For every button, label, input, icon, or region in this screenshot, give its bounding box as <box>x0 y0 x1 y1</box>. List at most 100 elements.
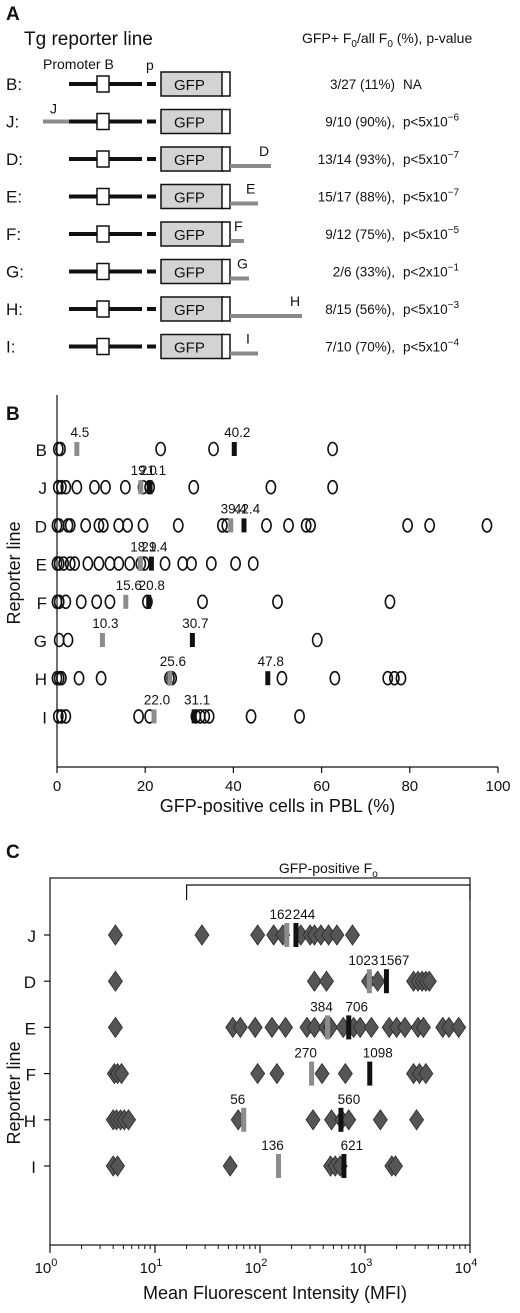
y-category-label: J <box>28 927 37 946</box>
data-point <box>250 924 266 946</box>
gfp-fraction-stat: 9/10 (90%), <box>325 115 395 130</box>
data-point <box>53 670 65 686</box>
mean-bar <box>189 633 195 647</box>
data-point <box>481 518 493 533</box>
y-category-label: H <box>35 670 47 689</box>
panel-b-gfp-percent-chart: B 0 20 40 60 80 100 GFP-positive cells in PBL … <box>4 395 511 815</box>
construct-row-e: E: GFP E 15/17 (88%), p<5x10−7 <box>6 181 460 210</box>
gfp-label: GFP <box>174 152 205 169</box>
x-tick-label: 60 <box>313 778 330 795</box>
fragment-label: E <box>246 181 255 197</box>
promoter-element-box <box>96 187 110 206</box>
data-point <box>58 556 70 571</box>
median-value-label: 25.6 <box>160 654 186 669</box>
data-point <box>199 709 211 724</box>
data-point <box>64 518 76 533</box>
data-point <box>93 556 105 571</box>
p-label: p <box>146 57 154 73</box>
data-point <box>97 518 109 533</box>
data-point <box>232 1016 248 1039</box>
data-point <box>327 479 339 495</box>
construct-row-i: I: GFP I 7/10 (70%), p<5x10−4 <box>6 331 460 360</box>
data-point <box>55 441 66 457</box>
median-bar <box>275 1154 281 1178</box>
data-point <box>95 670 107 686</box>
data-point <box>305 518 316 533</box>
data-point <box>107 924 123 946</box>
gfp-end-box <box>221 258 231 285</box>
mean-value-label: 40.2 <box>224 425 250 440</box>
gfp-box <box>160 146 224 172</box>
data-point <box>122 518 133 533</box>
gfp-fraction-stat: 3/27 (11%) <box>330 77 395 92</box>
data-point <box>276 670 288 686</box>
construct-line-label: E: <box>6 188 22 207</box>
x-tick-label: 100 <box>35 1257 58 1277</box>
mean-value-label: 30.7 <box>182 616 208 631</box>
x-tick-label: 80 <box>401 778 418 795</box>
y-category-label: F <box>37 594 47 613</box>
data-point <box>451 1016 467 1039</box>
construct-line-label: H: <box>6 300 23 319</box>
data-point <box>172 518 184 533</box>
mean-value-label: 706 <box>345 999 368 1014</box>
data-point <box>104 594 116 610</box>
data-point <box>370 970 386 992</box>
series-e: E 18.921.4 <box>36 540 259 575</box>
data-point <box>100 479 111 495</box>
panel-a-title: Tg reporter line <box>24 29 153 50</box>
median-value-label: 162 <box>270 907 293 922</box>
data-point <box>222 1155 238 1177</box>
x-tick-label: 100 <box>485 778 510 795</box>
gfp-end-box <box>221 221 231 247</box>
series-i: I 22.0 31.1 <box>42 692 305 727</box>
gfp-end-box <box>221 183 231 210</box>
promoter-element-box <box>96 75 110 93</box>
series-g: G 10.3 30.7 <box>34 616 323 651</box>
data-point <box>250 1062 266 1085</box>
series-b: B 4.5 40.2 <box>36 425 339 460</box>
gfp-box <box>160 108 224 135</box>
y-category-label: B <box>36 441 47 460</box>
data-point <box>110 1155 126 1177</box>
data-point <box>264 1016 280 1039</box>
data-point <box>53 556 65 571</box>
x-tick-label: 40 <box>225 778 242 795</box>
y-category-label: I <box>31 1158 36 1177</box>
data-point <box>382 670 394 686</box>
fragment-label: D <box>259 143 269 159</box>
y-category-label: E <box>36 556 47 575</box>
data-point <box>104 556 116 571</box>
y-category-label: F <box>26 1066 36 1085</box>
data-point <box>387 1155 403 1177</box>
data-point <box>294 709 305 724</box>
construct-row-h: H: GFP H 8/15 (56%), p<5x10−3 <box>6 293 460 322</box>
panel-a-letter: A <box>6 4 20 25</box>
gfp-end-box <box>221 71 231 97</box>
data-point <box>155 441 167 457</box>
data-point <box>283 518 294 533</box>
data-point <box>311 632 323 648</box>
data-point <box>306 1016 322 1039</box>
construct-line-label: F: <box>6 225 21 244</box>
median-bar <box>137 556 143 571</box>
data-point <box>314 1062 330 1085</box>
promoter-element-box <box>96 300 110 318</box>
median-bar <box>241 1107 247 1132</box>
construct-line-label: B: <box>6 75 22 94</box>
gfp-label: GFP <box>174 340 205 357</box>
gfp-end-box <box>221 333 231 360</box>
series-j: J 19.021.1 <box>39 463 339 498</box>
promoter-b-label: Promoter B <box>43 56 114 72</box>
data-point <box>278 1016 294 1039</box>
data-point <box>56 670 67 686</box>
p-value: p<5x10−6 <box>403 113 460 130</box>
data-point <box>60 709 72 724</box>
series-j: J 162 244 <box>28 907 360 947</box>
construct-row-j: J: GFP J 9/10 (90%), p<5x10−6 <box>6 101 460 135</box>
median-value-label: 270 <box>294 1046 317 1061</box>
construct-line-label: J: <box>6 113 19 132</box>
data-point <box>73 670 85 686</box>
p-value: NA <box>403 77 422 92</box>
median-bar <box>284 923 290 947</box>
